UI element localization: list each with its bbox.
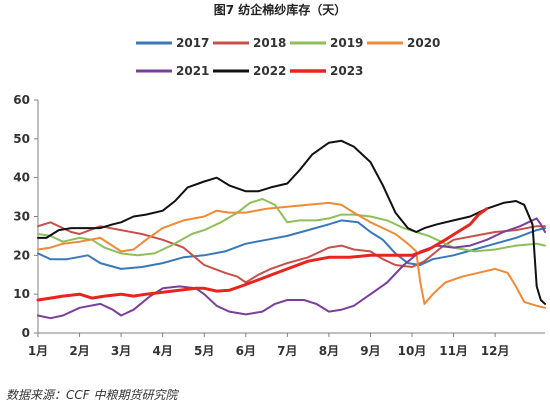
series-line-2017 — [37, 219, 546, 270]
x-tick-label: 9月 — [360, 344, 380, 358]
series-line-2019 — [37, 198, 546, 257]
series-line-2020 — [37, 201, 546, 309]
x-tick-label: 3月 — [111, 344, 131, 358]
x-tick-label: 8月 — [319, 344, 339, 358]
x-tick-label: 11月 — [439, 344, 468, 358]
legend-label-2017: 2017 — [176, 36, 209, 50]
series-line-2022 — [37, 139, 546, 305]
legend-label-2019: 2019 — [330, 36, 363, 50]
x-tick-label: 1月 — [28, 344, 48, 358]
y-tick-label: 30 — [13, 210, 30, 224]
legend-label-2021: 2021 — [176, 64, 209, 78]
x-tick-label: 2月 — [69, 344, 89, 358]
x-tick-label: 6月 — [236, 344, 256, 358]
x-tick-label: 10月 — [398, 344, 427, 358]
x-axis-ticks: 1月 2月 3月 4月 5月 6月 7月 8月 9月 10月 11月 12月 — [28, 333, 510, 358]
x-tick-label: 12月 — [481, 344, 510, 358]
y-tick-label: 60 — [13, 93, 30, 107]
legend-label-2020: 2020 — [407, 36, 440, 50]
legend-label-2018: 2018 — [253, 36, 286, 50]
y-tick-label: 0 — [22, 326, 30, 340]
x-tick-label: 4月 — [152, 344, 172, 358]
chart-legend: 2017 2018 2019 2020 2021 2022 2023 — [136, 36, 440, 78]
y-tick-label: 40 — [13, 171, 30, 185]
x-tick-label: 7月 — [277, 344, 297, 358]
y-tick-label: 10 — [13, 287, 30, 301]
legend-label-2022: 2022 — [253, 64, 286, 78]
x-tick-label: 5月 — [194, 344, 214, 358]
legend-label-2023: 2023 — [330, 64, 363, 78]
y-tick-label: 50 — [13, 132, 30, 146]
y-axis-ticks: 0 10 20 30 40 50 60 — [13, 93, 38, 340]
source-note: 数据来源：CCF 中粮期货研究院 — [6, 388, 178, 402]
chart-series — [36, 139, 546, 320]
series-line-2021 — [37, 217, 546, 320]
series-line-2023 — [36, 207, 489, 302]
y-tick-label: 20 — [13, 248, 30, 262]
chart-title: 图7 纺企棉纱库存（天） — [214, 2, 347, 17]
series-line-2018 — [37, 221, 546, 284]
